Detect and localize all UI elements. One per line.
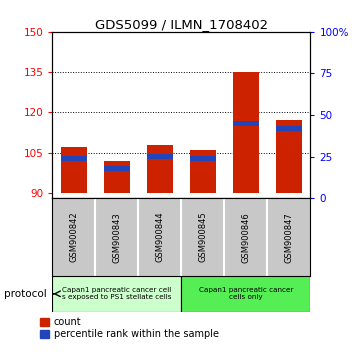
FancyBboxPatch shape: [181, 276, 310, 312]
Title: GDS5099 / ILMN_1708402: GDS5099 / ILMN_1708402: [95, 18, 268, 31]
Text: GSM900843: GSM900843: [112, 212, 121, 263]
Text: protocol: protocol: [4, 289, 46, 299]
Bar: [104, 161, 130, 193]
FancyBboxPatch shape: [52, 276, 181, 312]
Text: Capan1 pancreatic cancer cell
s exposed to PS1 stellate cells: Capan1 pancreatic cancer cell s exposed …: [62, 287, 171, 300]
Bar: [233, 121, 259, 126]
Bar: [190, 150, 216, 193]
Bar: [61, 156, 87, 161]
Bar: [104, 166, 130, 171]
Bar: [147, 144, 173, 193]
Text: GSM900846: GSM900846: [242, 212, 251, 263]
Bar: [276, 120, 302, 193]
Text: GSM900845: GSM900845: [199, 212, 208, 263]
Bar: [61, 147, 87, 193]
Bar: [190, 156, 216, 161]
Text: Capan1 pancreatic cancer
cells only: Capan1 pancreatic cancer cells only: [199, 287, 293, 300]
Bar: [147, 154, 173, 159]
Bar: [276, 126, 302, 131]
Text: GSM900844: GSM900844: [155, 212, 164, 263]
Text: GSM900842: GSM900842: [69, 212, 78, 263]
Text: GSM900847: GSM900847: [284, 212, 293, 263]
Bar: [233, 72, 259, 193]
Legend: count, percentile rank within the sample: count, percentile rank within the sample: [39, 316, 220, 340]
